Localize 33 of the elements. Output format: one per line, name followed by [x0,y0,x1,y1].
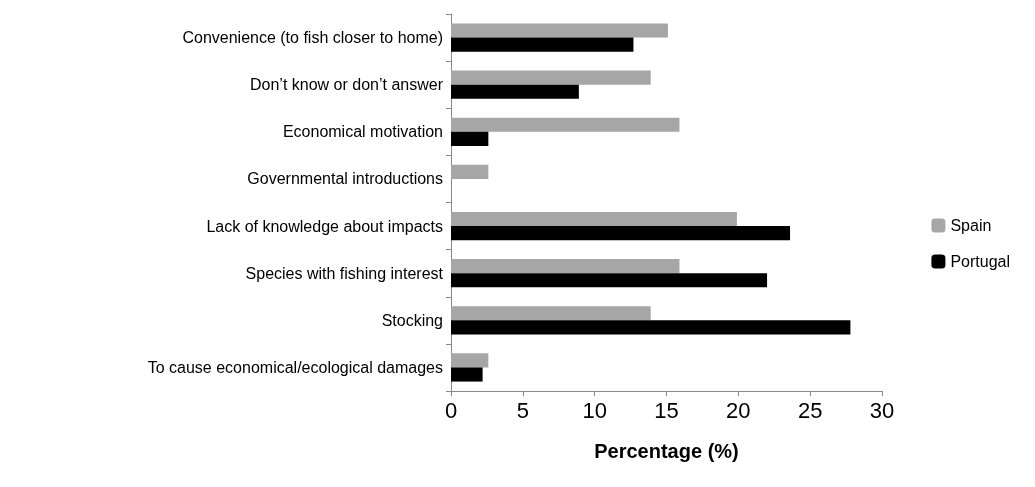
legend-label: Spain [950,217,992,234]
bar [451,211,737,227]
x-tick-label: 20 [726,397,751,423]
bar [451,320,851,335]
x-tick-label: 10 [582,397,607,423]
x-tick-label: 15 [654,397,679,423]
y-tick-label: Governmental introductions [247,170,443,188]
bar [451,23,668,38]
bar [451,353,489,368]
y-tick-label: Economical motivation [282,123,443,141]
bar [451,84,579,99]
x-tick-label: 5 [516,397,529,423]
bar [451,164,489,179]
bar [451,306,651,321]
bar [451,37,634,52]
x-tick-label: 30 [869,397,895,423]
bar [451,131,489,146]
x-tick-label: 25 [797,397,823,423]
y-tick-label: Lack of knowledge about impacts [206,217,443,235]
bar [451,117,680,132]
y-tick-label: Species with fishing interest [245,264,444,282]
bar [451,226,791,241]
x-tick-label: 0 [444,397,458,423]
y-tick-label: Stocking [381,311,443,329]
bar [451,259,680,274]
y-tick-label: To cause economical/ecological damages [147,358,443,376]
bar [451,367,483,382]
y-tick-label: Convenience (to fish closer to home) [182,29,443,47]
y-tick-label: Don’t know or don’t answer [250,76,444,94]
bar [451,70,651,85]
legend-label: Portugal [950,253,1010,270]
bar [451,273,768,288]
x-axis-title: Percentage (%) [594,440,739,462]
